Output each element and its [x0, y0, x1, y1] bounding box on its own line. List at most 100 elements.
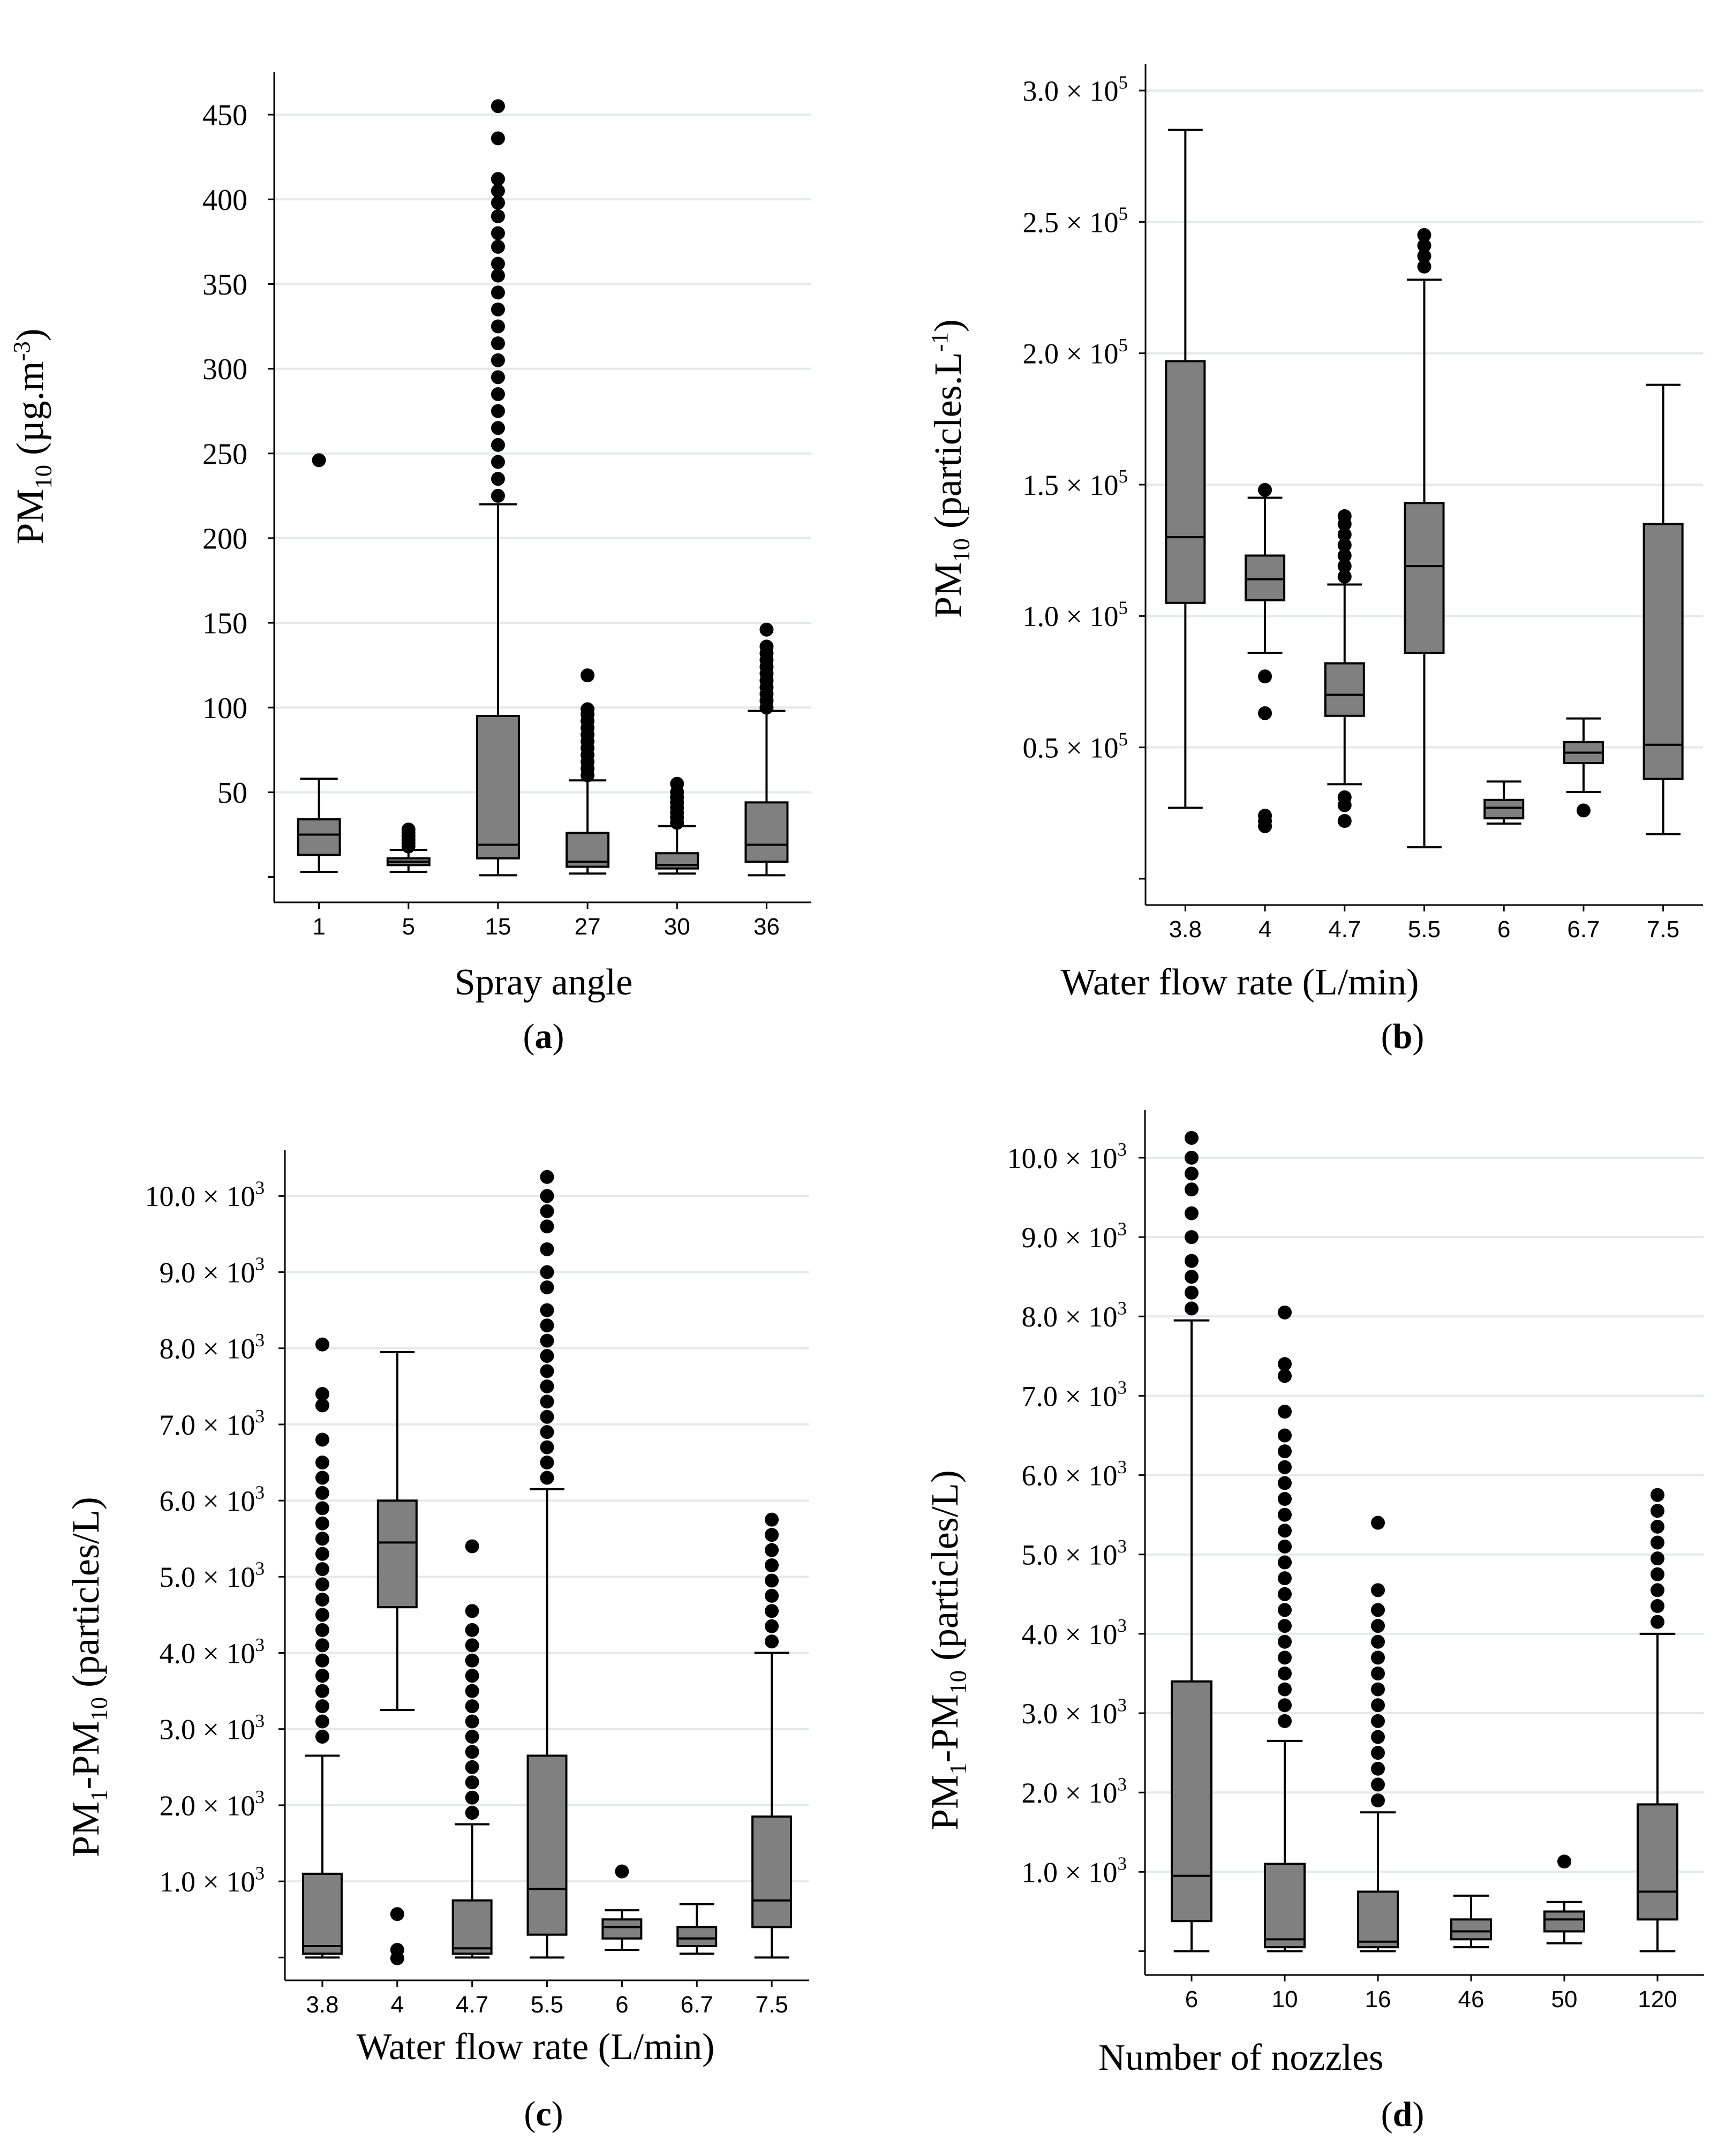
box-d-3	[1450, 1918, 1492, 1941]
box-d-0	[1171, 1680, 1212, 1923]
y-tick-label-a-6: 350	[202, 268, 247, 301]
x-tick-label-a-5: 36	[753, 914, 780, 940]
x-axis-label-a: Spray angle	[454, 962, 633, 1003]
box-a-0	[297, 818, 341, 856]
outlier-c-0-9	[315, 1592, 329, 1607]
outlier-d-1-10	[1278, 1555, 1292, 1570]
box-a-2	[476, 715, 520, 860]
outlier-d-0-3	[1185, 1254, 1199, 1268]
outlier-d-2-5	[1371, 1714, 1385, 1728]
y-tick-label-a-5: 300	[202, 353, 247, 386]
outlier-c-2-8	[465, 1684, 479, 1698]
outlier-c-0-19	[315, 1433, 329, 1447]
box-d-1	[1264, 1863, 1306, 1949]
x-axis-label-b: Water flow rate (L/min)	[1060, 962, 1419, 1003]
outlier-a-2-2	[491, 455, 505, 469]
outlier-c-2-4	[465, 1745, 479, 1759]
outlier-a-2-21	[491, 131, 505, 146]
outlier-c-6-6	[765, 1543, 779, 1557]
y-tick-label-c-9: 10.0 × 103	[145, 1178, 265, 1213]
x-tick-label-c-4: 6	[615, 1992, 628, 2018]
y-tick-label-b-1: 1.0 × 105	[1022, 598, 1128, 633]
outlier-a-5-9	[759, 639, 774, 654]
y-axis-label-c: PM1-PM10 (particles/L)	[64, 1497, 112, 1857]
outlier-c-2-5	[465, 1729, 479, 1744]
outlier-b-1-5	[1258, 483, 1272, 497]
outlier-c-0-15	[315, 1501, 329, 1516]
outlier-d-2-3	[1371, 1746, 1385, 1760]
y-tick-label-c-7: 8.0 × 103	[159, 1330, 265, 1365]
outlier-c-3-5	[540, 1394, 554, 1409]
y-tick-label-c-8: 9.0 × 103	[159, 1254, 265, 1289]
y-tick-label-c-0: 1.0 × 103	[159, 1863, 265, 1898]
chart-d: 1.0 × 103 2.0 × 103 3.0 × 103 4.0 × 103 5.0 …	[1007, 1110, 1704, 2012]
outlier-a-4-7	[670, 777, 684, 791]
outlier-b-2-5	[1337, 548, 1352, 563]
outlier-a-2-13	[491, 268, 505, 283]
outlier-b-3-3	[1417, 228, 1431, 242]
y-tick-label-a-2: 150	[202, 607, 247, 640]
panel-d: 1.0 × 103 2.0 × 103 3.0 × 103 4.0 × 103 5.0 …	[859, 1078, 1718, 2156]
outlier-a-2-15	[491, 239, 505, 254]
y-axis-label-a: PM10 (µg.m-3)	[8, 328, 57, 545]
chart-c: 1.0 × 103 2.0 × 103 3.0 × 103 4.0 × 103 5.0 …	[145, 1150, 809, 2018]
x-tick-label-a-2: 15	[485, 914, 511, 940]
x-tick-label-d-1: 10	[1272, 1986, 1298, 2012]
box-d-5	[1637, 1803, 1678, 1921]
outlier-c-0-11	[315, 1562, 329, 1577]
outlier-c-0-14	[315, 1516, 329, 1531]
x-tick-label-d-2: 16	[1365, 1986, 1391, 2012]
outlier-c-3-6	[540, 1379, 554, 1393]
box-b-4	[1483, 798, 1525, 820]
outlier-c-3-7	[540, 1364, 554, 1378]
outlier-c-3-8	[540, 1348, 554, 1363]
y-tick-label-c-3: 4.0 × 103	[159, 1634, 265, 1670]
outlier-c-2-14	[465, 1539, 479, 1554]
outlier-b-1-2	[1258, 809, 1272, 823]
outlier-c-1-2	[390, 1907, 404, 1921]
outlier-d-5-4	[1651, 1551, 1664, 1566]
outlier-d-5-7	[1651, 1504, 1664, 1518]
y-tick-label-a-4: 250	[202, 438, 247, 471]
outlier-c-6-8	[765, 1512, 779, 1527]
outlier-b-3-1	[1417, 249, 1431, 263]
outlier-b-5-0	[1576, 803, 1591, 818]
y-tick-label-b-5: 3.0 × 105	[1022, 72, 1128, 107]
outlier-d-5-6	[1651, 1519, 1664, 1534]
y-tick-label-d-1: 2.0 × 103	[1021, 1774, 1127, 1809]
outlier-d-0-6	[1185, 1182, 1199, 1197]
y-tick-label-c-5: 6.0 × 103	[159, 1482, 265, 1517]
caption-d: (d)	[1381, 2095, 1425, 2134]
outlier-d-5-8	[1651, 1488, 1664, 1502]
outlier-c-0-17	[315, 1471, 329, 1485]
x-tick-label-c-3: 5.5	[531, 1992, 563, 2018]
caption-a: (a)	[523, 1017, 564, 1056]
outlier-d-2-14	[1371, 1516, 1385, 1530]
box-c-1	[376, 1499, 418, 1609]
outlier-b-2-3	[1337, 569, 1352, 584]
box-c-6	[751, 1815, 793, 1928]
outlier-a-2-1	[491, 472, 505, 486]
box-c-4	[601, 1918, 643, 1940]
outlier-c-0-20	[315, 1398, 329, 1413]
outlier-c-2-6	[465, 1714, 479, 1729]
panel-c: 1.0 × 103 2.0 × 103 3.0 × 103 4.0 × 103 5.0 …	[0, 1078, 859, 2156]
outlier-d-5-1	[1651, 1599, 1664, 1614]
x-tick-label-b-1: 4	[1259, 916, 1271, 943]
outlier-c-0-0	[315, 1729, 329, 1744]
y-tick-label-d-8: 9.0 × 103	[1021, 1218, 1127, 1254]
outlier-d-2-9	[1371, 1650, 1385, 1665]
outlier-b-2-6	[1337, 538, 1352, 552]
y-tick-label-c-4: 5.0 × 103	[159, 1558, 265, 1594]
box-b-0	[1165, 360, 1206, 604]
y-tick-label-b-0: 0.5 × 105	[1022, 729, 1128, 764]
outlier-c-6-3	[765, 1588, 779, 1603]
outlier-d-1-2	[1278, 1682, 1292, 1697]
y-tick-label-a-0: 50	[217, 777, 247, 810]
chart-b: 0.5 × 105 1.0 × 105 1.5 × 105 2.0 × 105 2.5 …	[1022, 64, 1703, 943]
x-tick-label-b-4: 6	[1497, 916, 1510, 943]
outlier-c-0-16	[315, 1486, 329, 1500]
outlier-d-0-8	[1185, 1150, 1199, 1165]
y-tick-label-d-5: 6.0 × 103	[1021, 1457, 1127, 1492]
outlier-c-3-17	[540, 1189, 554, 1203]
